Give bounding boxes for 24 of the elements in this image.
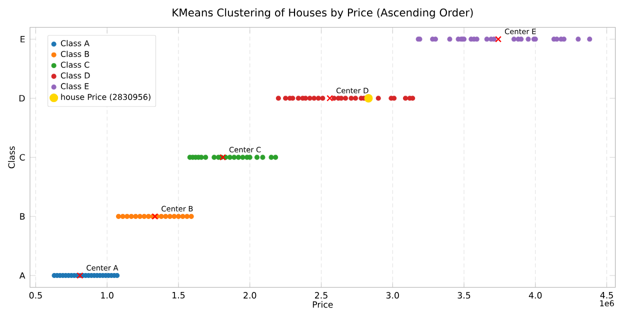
x-tick-label: 4.5 — [600, 292, 613, 298]
legend-label: Class B — [60, 50, 90, 57]
x-tick-label: 1.5 — [172, 292, 185, 298]
y-tick-label: D — [19, 95, 25, 102]
x-tick-label: 4.0 — [528, 292, 542, 299]
legend-label: Class A — [60, 40, 90, 46]
x-tick-label: 1.0 — [101, 292, 114, 299]
x-tick-label: 3.5 — [458, 292, 470, 299]
y-tick-label: C — [20, 154, 25, 161]
text: 1e6 — [600, 300, 614, 306]
legend-label: Class D — [60, 72, 90, 78]
y-axis-title: Class — [8, 146, 15, 168]
legend-label: Class C — [60, 62, 90, 68]
x-tick-label: 2.0 — [244, 292, 256, 299]
x-axis-title: Price — [312, 301, 333, 308]
chart-title: KMeans Clustering of Houses by Price (Ascending Order) — [172, 8, 473, 19]
x-tick-label: 0.5 — [29, 292, 42, 299]
legend-label: house Price (2830956) — [61, 94, 150, 101]
x-tick-label: 3.0 — [386, 292, 399, 299]
y-tick-label: E — [20, 36, 25, 42]
legend-label: Class E — [60, 83, 89, 90]
y-tick-label: A — [19, 272, 26, 279]
x-tick-label: 2.5 — [314, 292, 328, 299]
y-tick-label: B — [20, 213, 25, 220]
